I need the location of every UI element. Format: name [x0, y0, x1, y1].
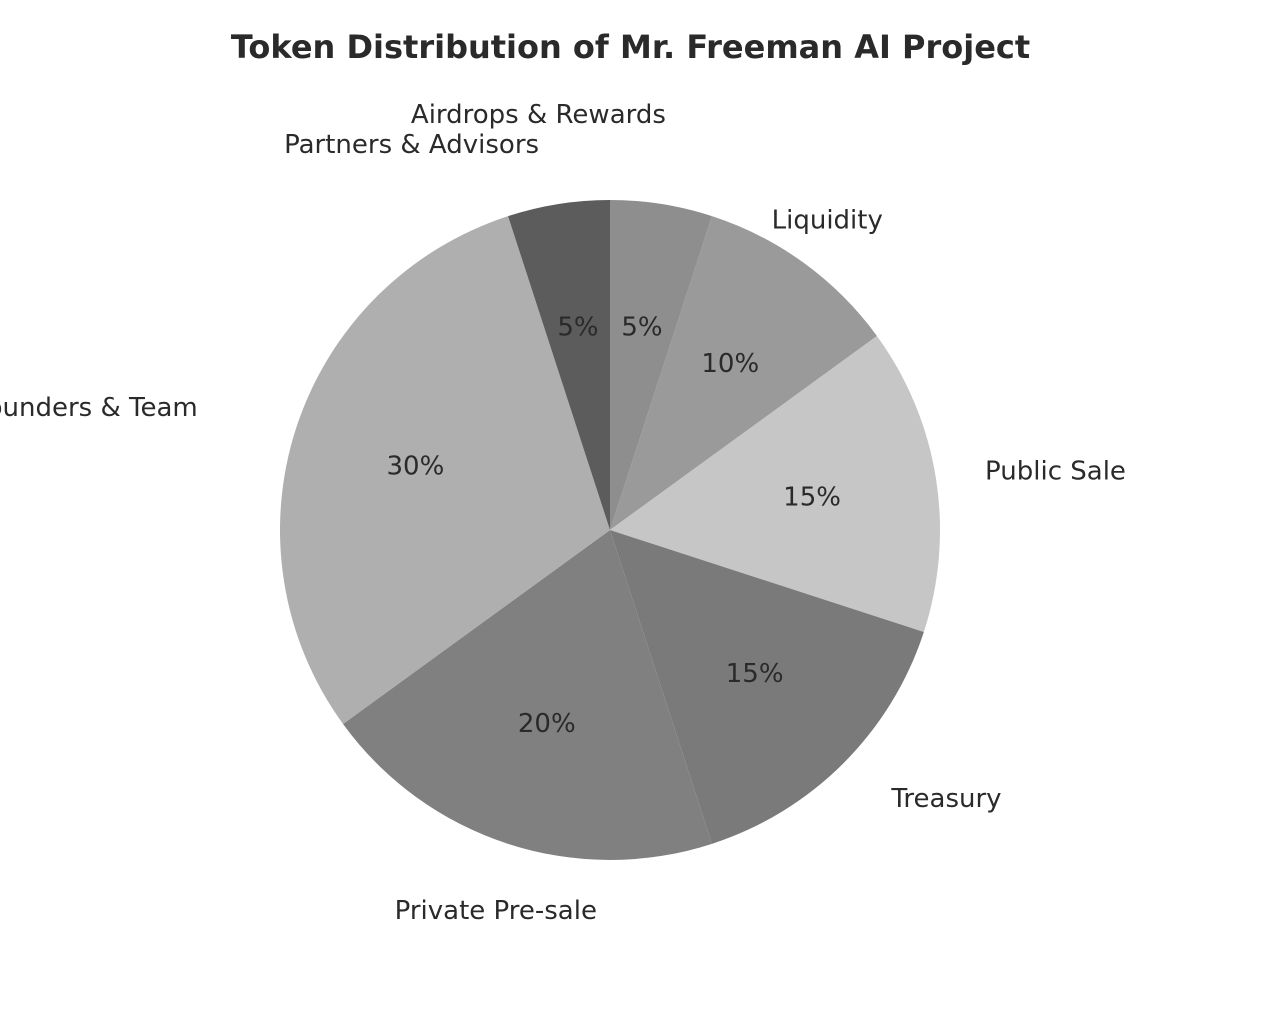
slice-label: Airdrops & Rewards — [411, 100, 666, 130]
pie-chart: 10%15%15%20%30%5%5%LiquidityPublic SaleT… — [0, 0, 1261, 1014]
slice-label: Liquidity — [772, 205, 883, 235]
slice-percent: 5% — [621, 312, 662, 342]
chart-stage: Token Distribution of Mr. Freeman AI Pro… — [0, 0, 1261, 1014]
slice-label: Treasury — [890, 784, 1001, 814]
slice-percent: 30% — [387, 451, 445, 481]
slice-percent: 10% — [701, 349, 759, 379]
slice-label: Partners & Advisors — [284, 130, 539, 160]
slice-label: Public Sale — [985, 457, 1126, 487]
slice-percent: 5% — [557, 312, 598, 342]
pie-slices — [280, 200, 940, 860]
slice-percent: 15% — [783, 482, 841, 512]
slice-label: Private Pre-sale — [395, 896, 597, 926]
slice-label: Founders & Team — [0, 393, 198, 423]
slice-percent: 20% — [518, 709, 576, 739]
slice-percent: 15% — [726, 659, 784, 689]
